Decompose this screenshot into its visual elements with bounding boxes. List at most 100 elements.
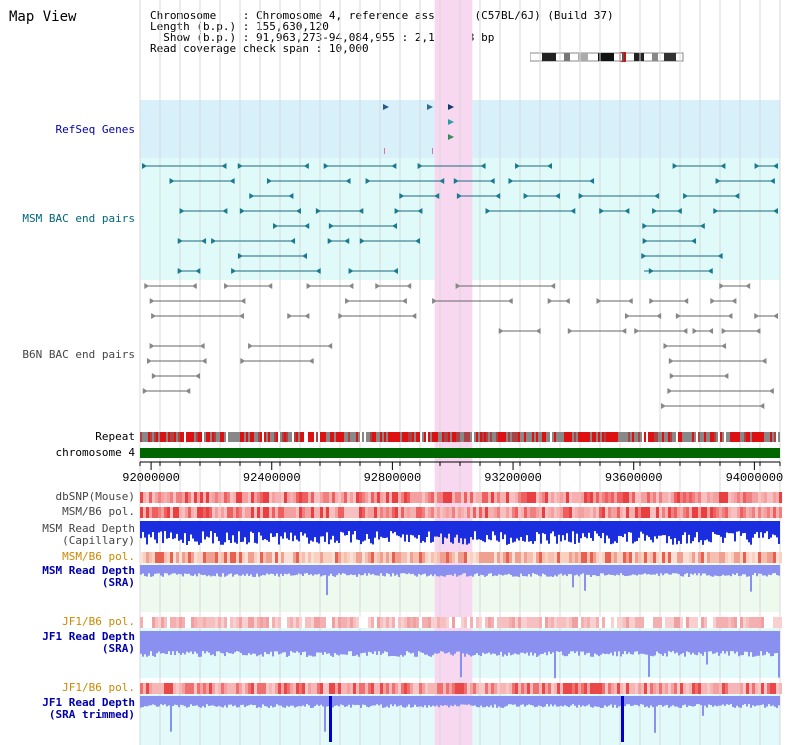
repeat-segment (514, 432, 516, 442)
msm-b6-pol-cell (236, 507, 239, 518)
dbsnp-cell (716, 492, 719, 503)
jf1-sra-depth-bar (272, 631, 274, 657)
msm-b6-pol-cell (356, 507, 359, 518)
capillary-depth-bar (642, 521, 644, 534)
b6n-bac-end (773, 313, 778, 319)
msm-b6-pol-cell (566, 552, 569, 563)
dbsnp-cell (257, 492, 260, 503)
jf1-sra-depth-bar (546, 631, 548, 656)
jf1-b6-pol-cell (305, 683, 308, 694)
capillary-depth-bar (744, 521, 746, 533)
repeat-segment (284, 432, 286, 442)
jf1-sra-depth-bar (572, 631, 574, 652)
msm-b6-pol-cell (443, 507, 446, 518)
capillary-depth-bar (484, 521, 486, 543)
msm-b6-pol-cell (326, 507, 329, 518)
msm-b6-pol-cell (464, 507, 467, 518)
jf1-sra-depth-bar (672, 631, 674, 652)
msm-sra-depth-bar (560, 565, 562, 574)
dbsnp-cell (779, 492, 782, 503)
jf1-sra-depth-bar (416, 631, 418, 657)
jf1-sra-depth-bar (766, 631, 768, 652)
msm-sra-depth-bar (504, 565, 506, 575)
jf1-b6-pol-cell (446, 683, 449, 694)
b6n-bac-end (406, 283, 412, 289)
b6n-bac-end (745, 283, 751, 289)
repeat-segment (698, 432, 700, 442)
msm-b6-pol-cell (368, 507, 371, 518)
msm-b6-pol-cell (446, 552, 449, 563)
dbsnp-cell (608, 492, 611, 503)
dbsnp-cell (218, 492, 221, 503)
track-label-b6n-bac[interactable]: B6N BAC end pairs (22, 348, 135, 361)
jf1-sra-depth-bar (686, 631, 688, 652)
track-label-msm-bac[interactable]: MSM BAC end pairs (22, 212, 135, 225)
jf1-sra-depth-bar (768, 631, 770, 654)
msm-b6-pol-cell (611, 552, 614, 563)
msm-b6-pol-cell (560, 507, 563, 518)
capillary-depth-bar (544, 521, 546, 535)
msm-sra-depth-bar (274, 565, 276, 576)
msm-sra-depth-bar (498, 565, 500, 575)
msm-b6-pol-cell (410, 507, 413, 518)
msm-b6-pol-cell (482, 507, 485, 518)
msm-b6-pol-cell (668, 507, 671, 518)
jf1-b6-pol-cell (458, 617, 461, 628)
dbsnp-cell (263, 492, 266, 503)
jf1-sra-depth-bar (618, 631, 620, 652)
repeat-segment (298, 432, 300, 442)
jf1-trim-depth-bar (710, 696, 712, 706)
jf1-b6-pol-cell (164, 617, 167, 628)
jf1-sra-depth-bar (454, 631, 456, 654)
msm-sra-depth-bar (356, 565, 358, 577)
jf1-trim-depth-bar (396, 696, 398, 707)
capillary-depth-bar (562, 521, 564, 536)
jf1-sra-depth-bar (712, 631, 714, 654)
jf1-b6-pol-cell (680, 683, 683, 694)
jf1-b6-pol-cell (491, 617, 494, 628)
dbsnp-cell (143, 492, 146, 503)
msm-sra-depth-bar (666, 565, 668, 574)
msm-sra-depth-bar (486, 565, 488, 576)
dbsnp-cell (647, 492, 650, 503)
jf1-trim-depth-bar (636, 696, 638, 705)
msm-sra-depth-bar (408, 565, 410, 574)
track-label-msm-rd-cap-2: (Capillary) (62, 534, 135, 547)
jf1-sra-depth-bar (230, 631, 232, 654)
chromosome-ideogram[interactable] (530, 52, 685, 62)
msm-sra-depth-bar (606, 565, 608, 576)
b6n-bac-end (567, 328, 573, 334)
capillary-depth-bar (558, 521, 560, 535)
jf1-sra-depth-bar (482, 631, 484, 653)
jf1-trim-depth-bar (560, 696, 562, 706)
jf1-trim-depth-bar (734, 696, 736, 708)
repeat-segment (348, 432, 350, 442)
capillary-depth-bar (764, 521, 766, 534)
msm-bac-end (642, 238, 648, 244)
msm-sra-depth-bar (240, 565, 242, 576)
repeat-segment (770, 432, 772, 442)
jf1-b6-pol-cell (710, 617, 713, 628)
jf1-b6-pol-cell (428, 683, 431, 694)
jf1-trim-depth-bar (320, 696, 322, 705)
capillary-depth-bar (372, 521, 374, 545)
jf1-b6-pol-cell (614, 617, 617, 628)
msm-b6-pol-cell (776, 552, 779, 563)
msm-b6-pol-cell (284, 552, 287, 563)
jf1-sra-depth-bar (240, 631, 242, 653)
msm-b6-pol-cell (146, 552, 149, 563)
jf1-b6-pol-cell (764, 683, 767, 694)
jf1-sra-depth-bar (558, 631, 560, 653)
repeat-segment (752, 432, 754, 442)
repeat-segment (676, 432, 678, 442)
msm-b6-pol-cell (413, 507, 416, 518)
jf1-sra-depth-bar (574, 631, 576, 654)
jf1-b6-pol-cell (215, 683, 218, 694)
msm-bac-end (439, 178, 445, 184)
capillary-depth-bar (328, 521, 330, 545)
msm-sra-depth-bar (296, 565, 298, 575)
track-label-refseq[interactable]: RefSeq Genes (55, 123, 135, 136)
repeat-segment (686, 432, 688, 442)
msm-sra-depth-bar (570, 565, 572, 575)
